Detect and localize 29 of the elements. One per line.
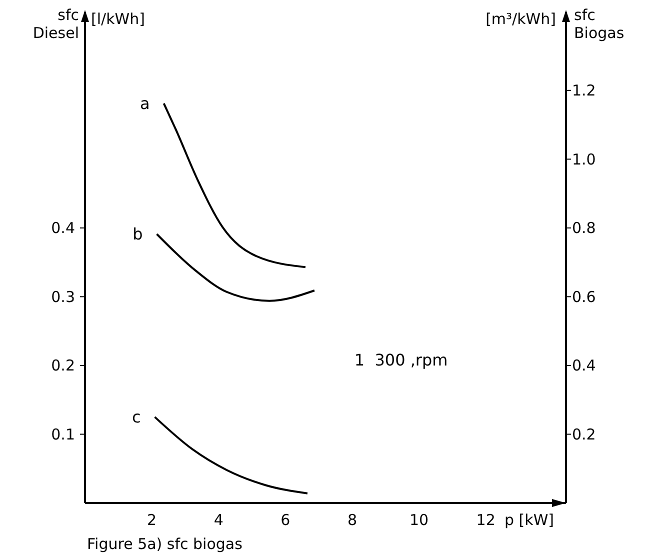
x-tick-label: 6	[280, 511, 290, 529]
y-tick-label: 0.4	[51, 219, 75, 238]
annotation: 1 300 ,rpm	[354, 350, 448, 370]
y2-tick-label: 1.0	[572, 150, 596, 168]
caption: Figure 5a) sfc biogas	[87, 535, 243, 553]
y2-tick-label: 0.8	[572, 219, 596, 238]
annotation: [l/kWh]	[91, 10, 145, 28]
line-series	[154, 416, 308, 494]
line-series	[162, 102, 306, 268]
x-tick-label: 2	[147, 511, 157, 529]
annotation: [m³/kWh]	[486, 10, 556, 28]
x-tick-label: 8	[347, 511, 357, 529]
y2-tick-label: 0.6	[572, 288, 596, 306]
y2-tick-label: 0.2	[572, 425, 596, 444]
y-tick-label: 0.3	[51, 288, 75, 306]
x-tick-label: 10	[409, 511, 429, 529]
x-axis-title: p [kW]	[504, 511, 554, 529]
series-label: c	[132, 408, 141, 427]
x-tick-label: 12	[476, 511, 496, 529]
y-tick-label: 0.2	[51, 356, 75, 375]
y2-axis-title: sfc Biogas	[574, 6, 624, 42]
series-label: b	[132, 224, 143, 244]
line-series	[156, 233, 316, 302]
x-tick-label: 4	[214, 511, 224, 529]
y2-tick-label: 1.2	[572, 82, 596, 100]
y-tick-label: 0.1	[51, 425, 75, 444]
y-axis-title: sfc Diesel	[32, 6, 79, 42]
series-label: a	[140, 94, 150, 114]
y2-tick-label: 0.4	[572, 356, 596, 375]
